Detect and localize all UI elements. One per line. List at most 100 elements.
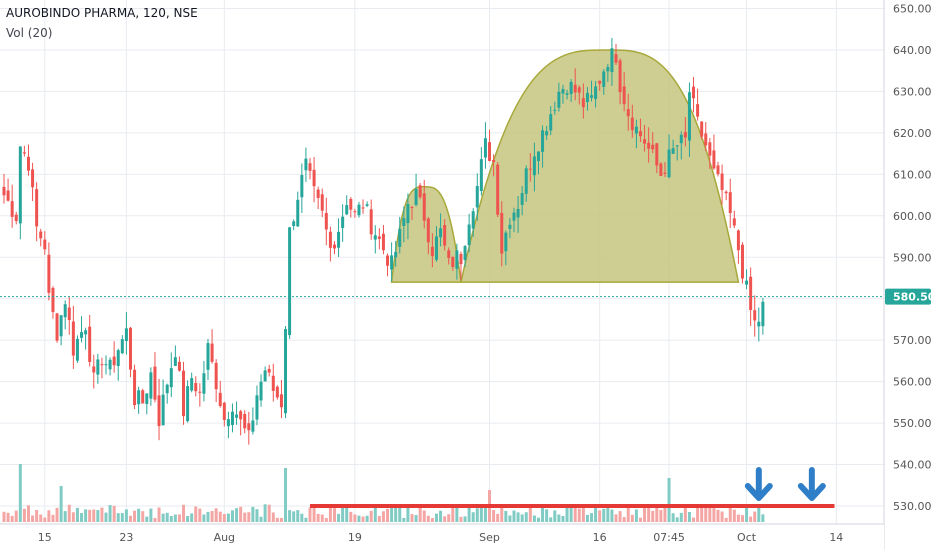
price-tick-label: 530.00 [893,500,932,513]
price-tick-label: 620.00 [893,127,932,140]
candle-body [426,218,430,243]
volume-bar [720,511,724,522]
volume-bar [638,517,642,522]
volume-bar [210,511,214,522]
volume-bar [124,509,128,522]
time-tick-label: Sep [479,531,500,544]
volume-bar [190,513,194,522]
volume-bar [328,504,332,522]
volume-bar [202,514,206,522]
candle-body [247,423,251,431]
volume-bar [700,507,704,522]
candle-body [357,204,361,216]
candle-body [386,255,390,266]
volume-bar [279,517,283,522]
candle-body [43,239,47,250]
candle-body [394,251,398,258]
candle-body [2,186,6,196]
volume-bar [630,514,634,522]
candle-body [255,395,259,420]
volume-bar [492,510,496,522]
candle-body [235,414,239,418]
volume-bar [161,513,165,522]
volume-bar [275,517,279,522]
candle-body [373,235,377,240]
candle-body [736,230,740,251]
candle-body [186,386,190,422]
volume-bar [692,517,696,522]
candle-body [634,126,638,134]
volume-bar [643,506,647,522]
volume-bar [300,513,304,522]
candle-body [96,359,100,375]
volume-bar [704,505,708,522]
candle-body [683,132,687,138]
candle-body [524,168,528,194]
candle-body [492,159,496,163]
candle-body [614,54,618,63]
volume-bar [239,506,243,522]
candle-body [626,109,630,117]
volume-bar [198,508,202,522]
candle-body [320,194,324,211]
volume-bar [284,468,288,522]
candle-body [434,236,438,260]
volume-bar [479,504,483,522]
candle-body [557,91,561,108]
candle-body [308,163,312,171]
candle-body [182,370,186,417]
volume-bar [316,513,320,522]
candle-body [267,368,271,373]
volume-bar [687,512,691,522]
volume-bar [594,505,598,522]
volume-bar [724,517,728,522]
candle-body [157,395,161,427]
volume-bar [451,504,455,522]
candle-body [594,86,598,99]
time-tick-label: 14 [829,531,843,544]
volume-indicator-label[interactable]: Vol (20) [6,26,53,40]
candle-body [549,114,553,131]
volume-bar [108,505,112,522]
volume-bar [63,511,67,522]
time-tick-label: 19 [348,531,362,544]
volume-bar [549,517,553,522]
candle-body [128,327,132,370]
price-tick-label: 550.00 [893,417,932,430]
volume-bar [483,504,487,522]
volume-bar [536,517,540,522]
volume-bar [745,506,749,522]
candle-body [630,117,634,131]
candle-body [598,80,602,84]
candle-body [512,212,516,221]
volume-bar [590,513,594,522]
candle-body [206,343,210,370]
annotations [0,296,884,508]
candle-body [716,165,720,175]
candle-body [602,71,606,87]
candle-body [31,169,35,188]
candle-body [422,193,426,221]
volume-bar [496,513,500,522]
candle-body [761,301,765,327]
volume-bar [337,513,341,522]
volume-bar [361,516,365,522]
candle-body [337,231,341,248]
volume-bar [263,504,267,522]
volume-bar [92,509,96,522]
chart-title[interactable]: AUROBINDO PHARMA, 120, NSE [6,6,198,20]
candle-body [740,244,744,279]
candle-body [381,233,385,251]
volume-bar [247,512,251,522]
candle-body [696,104,700,117]
candle-body [18,146,22,224]
candle-body [504,232,508,252]
volume-bar [545,509,549,522]
volume-bar [133,510,137,522]
candle-body [288,227,292,336]
volume-bar [80,513,84,522]
price-tick-label: 610.00 [893,168,932,181]
candle-body [239,411,243,420]
